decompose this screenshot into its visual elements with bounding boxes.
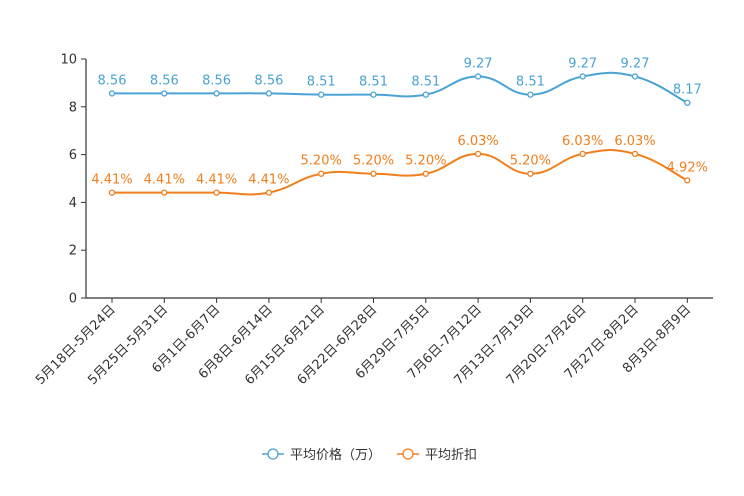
data-point-0-9[interactable] xyxy=(579,73,586,80)
data-label-0-9: 9.27 xyxy=(568,56,597,71)
data-label-0-11: 8.17 xyxy=(673,83,702,98)
legend-marker-icon xyxy=(267,448,279,460)
legend-label: 平均折扣 xyxy=(425,448,477,463)
data-point-0-5[interactable] xyxy=(370,91,377,98)
data-point-1-8[interactable] xyxy=(527,170,534,177)
data-label-0-10: 9.27 xyxy=(621,56,650,71)
y-tick-label: 4 xyxy=(69,196,77,211)
series-layer xyxy=(108,71,691,196)
legend-item-1[interactable]: 平均折扣 xyxy=(397,448,477,463)
data-point-1-7[interactable] xyxy=(474,150,482,158)
data-label-0-3: 8.56 xyxy=(254,73,283,88)
legend-marker-icon xyxy=(402,448,414,460)
data-label-1-6: 5.20% xyxy=(405,154,446,169)
data-label-0-4: 8.51 xyxy=(307,75,336,90)
data-point-0-2[interactable] xyxy=(213,90,220,97)
data-label-1-8: 5.20% xyxy=(510,154,551,169)
data-label-0-5: 8.51 xyxy=(359,75,388,90)
data-point-0-7[interactable] xyxy=(474,73,482,80)
legend-label: 平均价格（万） xyxy=(290,447,381,463)
data-label-0-0: 8.56 xyxy=(98,73,127,88)
data-label-1-11: 4.92% xyxy=(667,160,708,175)
data-label-0-2: 8.56 xyxy=(202,73,231,88)
data-label-1-0: 4.41% xyxy=(91,173,132,188)
data-point-0-1[interactable] xyxy=(161,90,168,97)
data-point-1-0[interactable] xyxy=(108,189,116,196)
data-point-1-10[interactable] xyxy=(631,150,639,158)
data-point-0-3[interactable] xyxy=(265,90,273,97)
data-label-1-2: 4.41% xyxy=(196,173,237,188)
data-label-0-8: 8.51 xyxy=(516,75,545,90)
data-label-1-10: 6.03% xyxy=(614,134,655,149)
data-point-0-4[interactable] xyxy=(318,91,325,98)
data-point-0-11[interactable] xyxy=(684,99,691,106)
data-label-1-7: 6.03% xyxy=(457,134,498,149)
data-label-1-3: 4.41% xyxy=(248,173,289,188)
data-label-0-6: 8.51 xyxy=(411,75,440,90)
data-point-1-6[interactable] xyxy=(422,170,429,177)
data-label-1-5: 5.20% xyxy=(353,154,394,169)
data-point-0-0[interactable] xyxy=(108,90,116,97)
data-point-0-10[interactable] xyxy=(631,73,639,80)
y-tick-label: 2 xyxy=(69,244,77,259)
axes: 02468105月18日-5月24日5月25日-5月31日6月1日-6月7日6月… xyxy=(33,53,713,388)
data-point-1-5[interactable] xyxy=(370,170,377,177)
y-tick-label: 10 xyxy=(60,53,77,68)
data-point-1-2[interactable] xyxy=(213,189,220,196)
legend-item-0[interactable]: 平均价格（万） xyxy=(262,447,381,463)
data-labels: 8.56 8.56 8.56 8.56 8.51 8.51 8.51 9.27 8.51 9.27… xyxy=(91,56,708,187)
data-label-1-1: 4.41% xyxy=(144,173,185,188)
series-line-0 xyxy=(112,71,688,104)
data-point-0-8[interactable] xyxy=(527,91,534,98)
data-label-0-7: 9.27 xyxy=(464,56,493,71)
data-label-1-4: 5.20% xyxy=(301,154,342,169)
y-tick-label: 6 xyxy=(69,148,77,163)
data-label-1-9: 6.03% xyxy=(562,134,603,149)
series-line-1 xyxy=(111,149,688,196)
data-point-1-11[interactable] xyxy=(684,177,691,184)
data-label-0-1: 8.56 xyxy=(150,73,179,88)
y-tick-label: 8 xyxy=(69,100,77,115)
data-point-1-3[interactable] xyxy=(265,189,273,196)
y-tick-label: 0 xyxy=(69,292,77,307)
data-point-1-1[interactable] xyxy=(161,189,168,196)
data-point-0-6[interactable] xyxy=(422,91,429,98)
data-point-1-9[interactable] xyxy=(579,150,586,158)
data-point-1-4[interactable] xyxy=(318,170,325,177)
legend[interactable]: 平均价格（万） 平均折扣 xyxy=(262,447,477,463)
